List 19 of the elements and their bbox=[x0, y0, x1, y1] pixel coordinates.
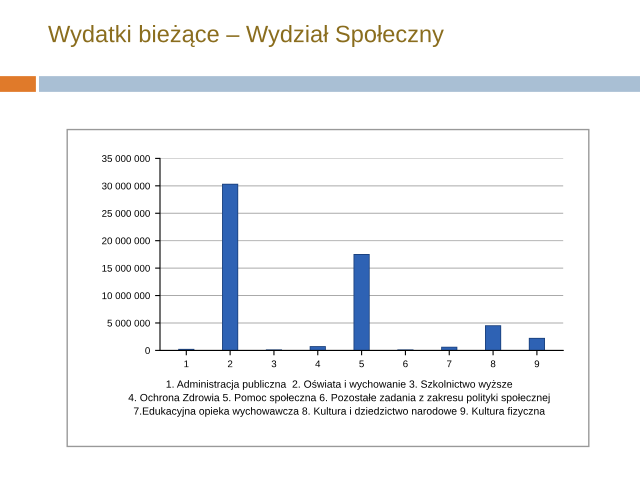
x-tick-label: 4 bbox=[315, 360, 320, 368]
y-tick-label: 5 000 000 bbox=[107, 320, 150, 327]
text: 1. Administracja publiczna 2. Oświata i wychowanie 3. Szkolnictwo wyższe 4. Ochrona Zdrowia 5. Pomoc społeczna 6. Pozostałe zadania z zakresu polityki społecznej 7.Edukacyjna opieka wychowawcza 8. Kultura i dziedzictwo narodowe 9. Kultura fizyczna bbox=[128, 380, 550, 417]
x-tick-label: 6 bbox=[403, 360, 408, 368]
y-tick-label: 35 000 000 bbox=[102, 155, 150, 162]
x-tick-label: 3 bbox=[272, 360, 276, 368]
y-tick-label: 0 bbox=[145, 347, 150, 354]
x-tick-label: 7 bbox=[447, 360, 452, 368]
x-tick-label: 9 bbox=[534, 360, 540, 368]
x-tick-label: 1 bbox=[184, 360, 189, 368]
y-tick-label: 15 000 000 bbox=[102, 264, 150, 272]
x-tick-label: 2 bbox=[228, 360, 232, 368]
y-tick-label: 20 000 000 bbox=[102, 237, 150, 244]
x-tick-label: 8 bbox=[490, 360, 496, 368]
y-tick-label: 30 000 000 bbox=[102, 182, 150, 190]
y-tick-label: 25 000 000 bbox=[102, 210, 150, 217]
x-tick-label: 5 bbox=[359, 360, 364, 368]
chart-title: Wydatki bieżące – Wydział Społeczny bbox=[48, 24, 444, 48]
y-tick-label: 10 000 000 bbox=[102, 292, 150, 300]
